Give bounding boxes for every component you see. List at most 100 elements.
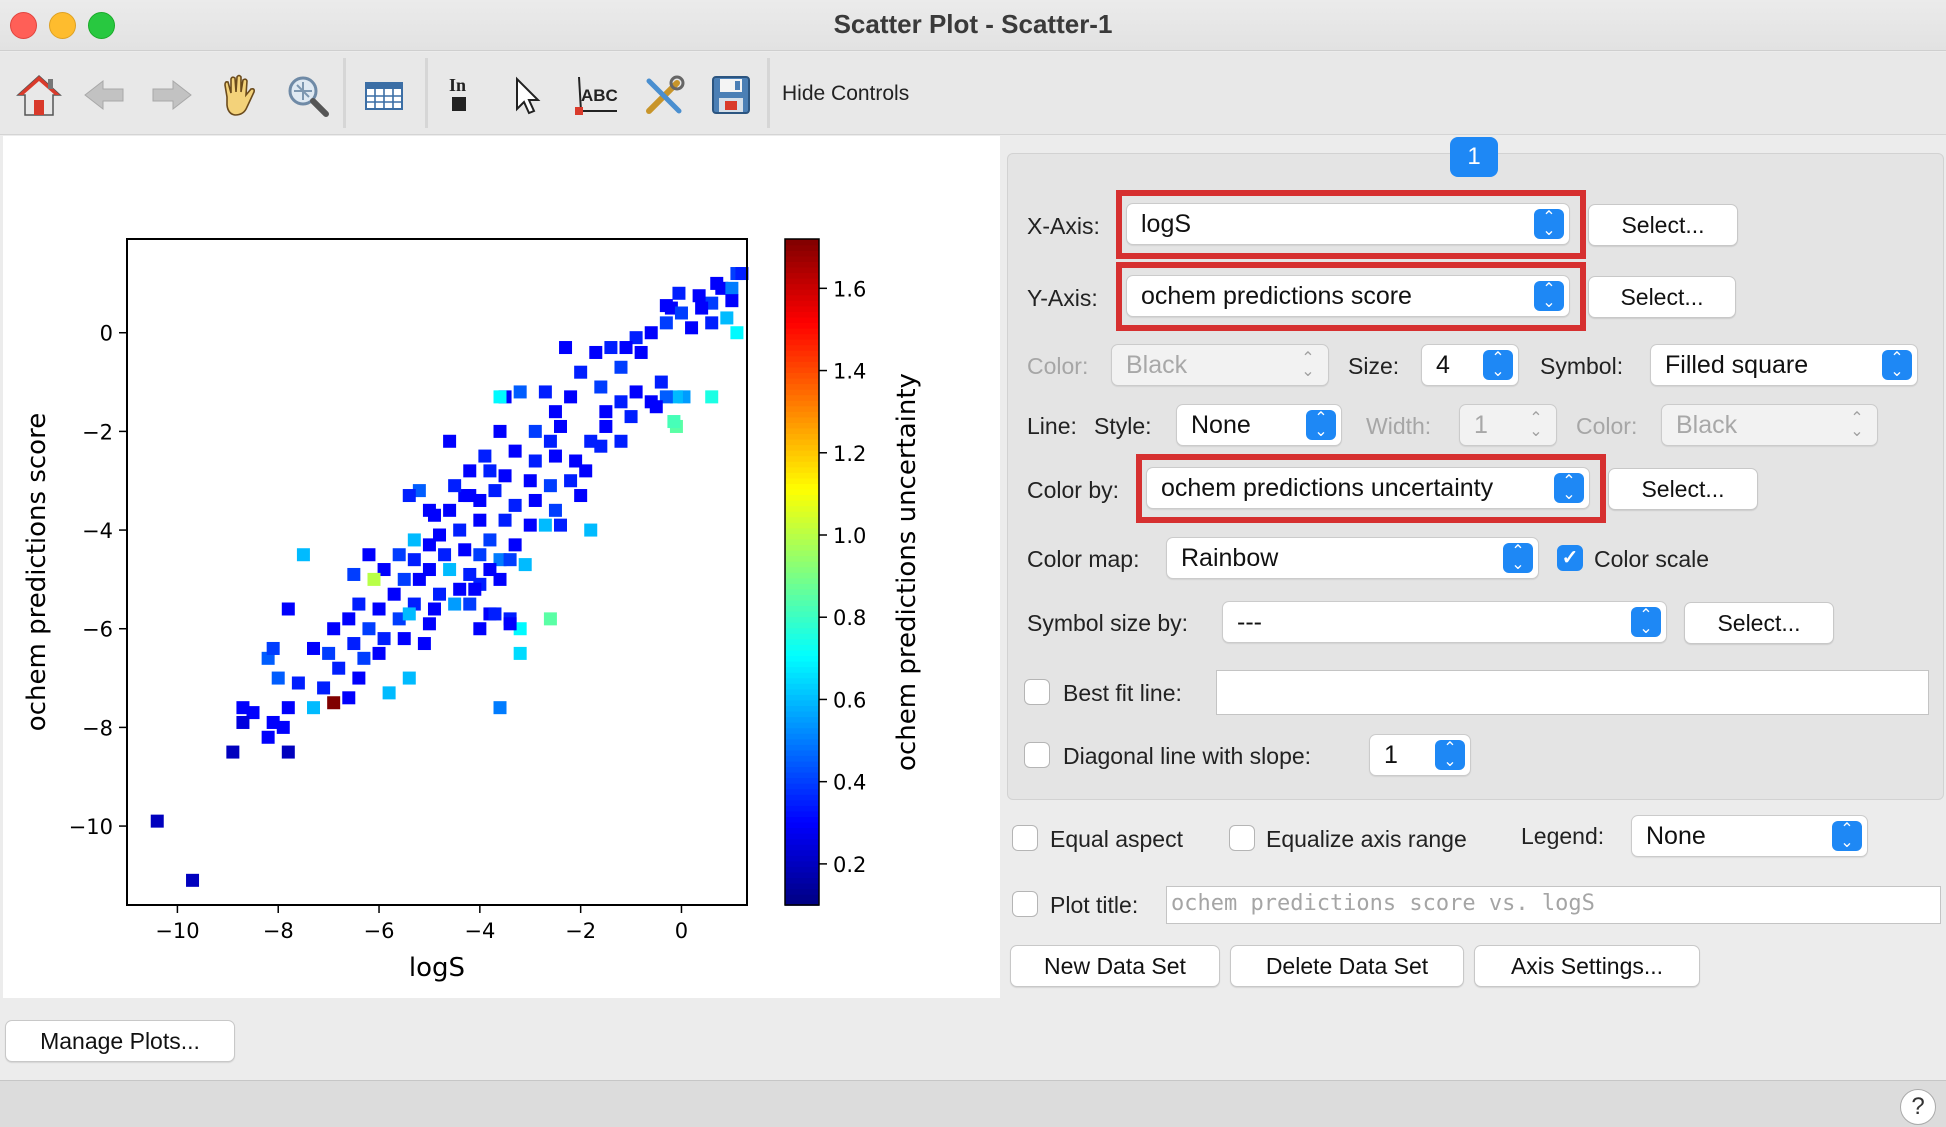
plot-title-label: Plot title: [1050,892,1139,918]
color-by-select[interactable]: ochem predictions uncertainty ⌃ ⌄ [1146,467,1590,509]
table-icon[interactable] [357,68,411,122]
colorbar-segment [785,594,819,601]
pointer-icon[interactable] [500,68,554,122]
colorbar-segment [785,838,819,845]
data-point [483,533,497,547]
data-point [473,622,487,636]
text-annotation-icon[interactable]: ABC [568,68,622,122]
data-point [493,572,507,586]
symbol-select[interactable]: Filled square ⌃ ⌄ [1650,344,1918,386]
delete-data-set-button[interactable]: Delete Data Set [1230,945,1464,987]
line-style-select[interactable]: None ⌃ ⌄ [1176,404,1342,446]
manage-plots-button[interactable]: Manage Plots... [5,1020,235,1062]
symbol-size-by-select-button[interactable]: Select... [1684,602,1834,644]
x-axis-select[interactable]: logS ⌃ ⌄ [1126,203,1570,245]
colorbar-segment [785,350,819,357]
colorbar-segment [785,666,819,673]
minimize-window-button[interactable] [49,12,76,39]
data-point [579,464,593,478]
colorbar-segment [785,383,819,390]
diagonal-slope-select[interactable]: 1 ⌃ ⌄ [1369,734,1471,776]
y-axis-select-button[interactable]: Select... [1588,276,1736,318]
colorbar-tick-label: 1.4 [833,360,866,384]
pan-hand-icon[interactable] [212,68,266,122]
bottom-bar: Manage Plots... [0,1000,1946,1078]
best-fit-line-checkbox[interactable] [1024,679,1050,705]
equal-aspect-checkbox[interactable] [1012,825,1038,851]
colorbar-segment [785,899,819,906]
colorbar-segment [785,771,819,779]
title-bar: Scatter Plot - Scatter-1 [0,0,1946,51]
colorbar-segment [785,821,819,829]
color-map-label: Color map: [1027,546,1140,572]
size-select[interactable]: 4 ⌃ ⌄ [1421,344,1519,386]
data-point [513,646,527,660]
colorbar-segment [785,683,819,690]
colorbar-segment [785,810,819,817]
color-by-select-button[interactable]: Select... [1608,468,1758,510]
equalize-axis-range-label: Equalize axis range [1266,826,1467,852]
data-set-tab-1[interactable]: 1 [1450,137,1498,177]
scatter-chart[interactable]: −10 −8 −6 −4 −2 0 0 −2 −4 −6 −8 −10 logS ochem predic… [3,136,1000,998]
hide-controls-button[interactable]: Hide Controls [782,82,910,105]
back-arrow-icon[interactable] [78,68,132,122]
save-icon[interactable] [704,68,758,122]
colorbar-segment [785,688,819,695]
zoom-icon[interactable] [280,68,334,122]
data-point [327,622,341,636]
close-window-button[interactable] [10,12,37,39]
plot-title-checkbox[interactable] [1012,891,1038,917]
data-point [342,691,356,705]
data-point [498,469,512,483]
data-point [493,553,507,567]
x-axis-select-button[interactable]: Select... [1588,204,1738,246]
forward-arrow-icon[interactable] [144,68,198,122]
data-point [443,563,457,577]
colorbar-segment [785,494,819,501]
color-scale-checkbox[interactable]: ✓ [1557,545,1583,571]
equalize-axis-range-checkbox[interactable] [1229,825,1255,851]
data-point [322,646,336,660]
toolbar-separator [425,58,428,128]
data-point [498,513,512,527]
colorbar-tick-label: 1.2 [833,442,866,466]
colorbar-segment [785,871,819,879]
plot-frame [126,238,748,906]
color-select[interactable]: Black ⌃ ⌄ [1111,344,1329,386]
data-point [397,632,411,646]
color-map-value: Rainbow [1181,544,1279,572]
help-button[interactable]: ? [1900,1089,1936,1125]
y-axis-select[interactable]: ochem predictions score ⌃ ⌄ [1126,275,1570,317]
home-icon[interactable] [12,68,66,122]
data-point [493,424,507,438]
data-point [614,434,628,448]
toolbar-separator [767,58,770,128]
best-fit-line-field[interactable] [1216,670,1929,715]
maximize-window-button[interactable] [88,12,115,39]
plot-title-field[interactable]: ochem predictions score vs. logS [1166,886,1941,924]
colorbar-segment [785,566,819,573]
data-point [548,405,562,419]
colorbar-segment [785,877,819,884]
new-data-set-button[interactable]: New Data Set [1010,945,1220,987]
symbol-size-by-select[interactable]: --- ⌃ ⌄ [1222,601,1667,643]
line-width-select[interactable]: 1 ⌃ ⌄ [1459,404,1557,446]
colorbar-segment [785,477,819,484]
data-point [528,454,542,468]
color-map-select[interactable]: Rainbow ⌃ ⌄ [1166,537,1539,579]
colorbar-frame [784,238,820,906]
data-point [271,671,285,685]
data-point [614,395,628,409]
line-style-value: None [1191,411,1251,439]
legend-select[interactable]: None ⌃ ⌄ [1631,815,1868,857]
color-scale-label: Color scale [1594,546,1710,572]
data-point [629,385,643,399]
colorbar-segment [785,411,819,418]
tools-icon[interactable] [636,68,690,122]
line-color-select[interactable]: Black ⌃ ⌄ [1661,404,1878,446]
diagonal-line-checkbox[interactable] [1024,742,1050,768]
data-point [574,489,588,503]
colorbar-segment [785,816,819,823]
ink-icon[interactable]: In [434,68,488,122]
axis-settings-button[interactable]: Axis Settings... [1474,945,1700,987]
